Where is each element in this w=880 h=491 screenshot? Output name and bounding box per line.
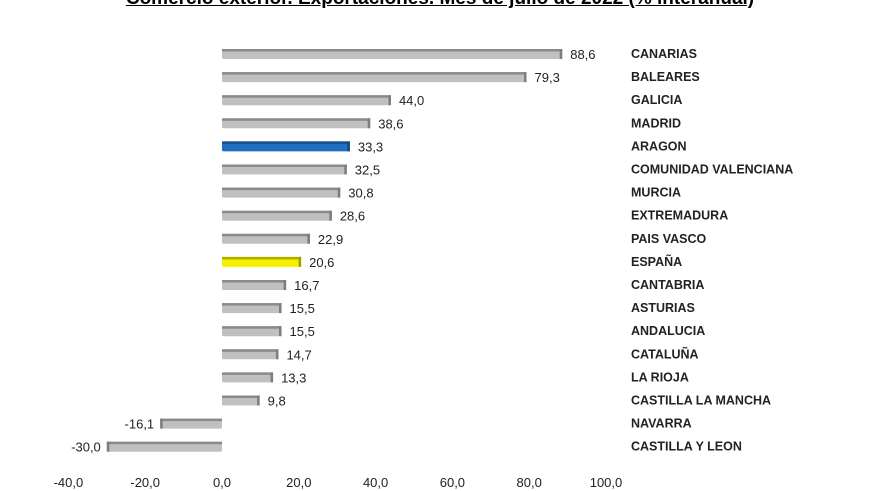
- data-label: 15,5: [290, 324, 315, 339]
- category-label: NAVARRA: [631, 417, 692, 431]
- data-label: 30,8: [348, 186, 373, 201]
- data-label: 14,7: [286, 347, 311, 362]
- category-label: CANTABRIA: [631, 278, 704, 292]
- bar-top-edge: [222, 210, 332, 214]
- bar-end-edge: [279, 326, 282, 337]
- bar-top-edge: [222, 141, 350, 144]
- data-label: 79,3: [535, 70, 560, 85]
- category-label: CANARIAS: [631, 47, 697, 61]
- bar-top-edge: [222, 72, 527, 75]
- x-tick-label: 60,0: [440, 475, 465, 490]
- bar-end-edge: [559, 49, 563, 59]
- bar-top-edge: [222, 280, 287, 283]
- category-label: EXTREMADURA: [631, 209, 728, 223]
- category-label: BALEARES: [631, 70, 700, 84]
- category-label: ESPAÑA: [631, 254, 682, 269]
- data-label: 88,6: [570, 47, 595, 62]
- data-label: 13,3: [281, 370, 306, 385]
- bar-top-edge: [222, 164, 347, 167]
- category-label: MURCIA: [631, 186, 681, 200]
- bar-top-edge: [222, 187, 341, 191]
- category-label: ASTURIAS: [631, 301, 695, 315]
- category-label: MADRID: [631, 116, 681, 130]
- data-label: 20,6: [309, 255, 334, 270]
- bar-end-edge: [347, 141, 350, 152]
- data-label: 38,6: [378, 116, 403, 131]
- data-label: 9,8: [268, 394, 286, 409]
- bar-top-edge: [160, 418, 222, 422]
- data-label: 16,7: [294, 278, 319, 293]
- bar-top-edge: [222, 326, 282, 329]
- category-label: CASTILLA LA MANCHA: [631, 394, 771, 408]
- data-label: 32,5: [355, 163, 380, 178]
- chart-title: Comercio exterior. Exportaciones. Mes de…: [0, 0, 880, 10]
- bar-end-edge: [307, 233, 310, 244]
- bar-end-edge: [367, 118, 371, 129]
- bar-top-edge: [222, 95, 391, 98]
- bar-end-edge: [279, 303, 282, 314]
- category-label: ARAGON: [631, 139, 687, 153]
- category-label: GALICIA: [631, 93, 682, 107]
- data-label: 15,5: [290, 301, 315, 316]
- bar-end-edge: [329, 210, 332, 221]
- bar-end-edge: [270, 372, 274, 383]
- bar-end-edge: [298, 256, 302, 267]
- data-label: 33,3: [358, 139, 383, 154]
- category-label: COMUNIDAD VALENCIANA: [631, 163, 793, 177]
- data-label: 22,9: [318, 232, 343, 247]
- x-tick-label: 100,0: [590, 475, 623, 490]
- data-label: 44,0: [399, 93, 424, 108]
- category-label: PAIS VASCO: [631, 232, 707, 246]
- bar-top-edge: [222, 395, 260, 398]
- bar-top-edge: [222, 256, 302, 260]
- bar-top-edge: [222, 372, 274, 375]
- bar-top-edge: [222, 233, 310, 237]
- x-tick-label: 20,0: [286, 475, 311, 490]
- x-tick-label: 80,0: [517, 475, 542, 490]
- x-tick-label: -20,0: [130, 475, 160, 490]
- data-label: -30,0: [71, 440, 101, 455]
- bar-end-edge: [337, 187, 341, 198]
- data-label: 28,6: [340, 209, 365, 224]
- x-tick-label: -40,0: [54, 475, 84, 490]
- bar-top-edge: [222, 118, 371, 121]
- bar-end-edge: [275, 349, 279, 360]
- bar-top-edge: [106, 441, 222, 445]
- bar-top-edge: [222, 349, 279, 352]
- bar-top-edge: [222, 49, 563, 52]
- x-tick-label: 40,0: [363, 475, 388, 490]
- bar-top-edge: [222, 303, 282, 306]
- category-label: CATALUÑA: [631, 346, 699, 361]
- data-label: -16,1: [125, 417, 155, 432]
- category-label: CASTILLA Y LEON: [631, 440, 742, 454]
- bar-end-edge: [160, 418, 163, 429]
- bar-end-edge: [524, 72, 527, 83]
- bar-end-edge: [106, 441, 110, 452]
- bar-end-edge: [283, 280, 287, 290]
- x-tick-label: 0,0: [213, 475, 231, 490]
- category-label: LA RIOJA: [631, 370, 689, 384]
- bar-end-edge: [388, 95, 391, 106]
- bar-end-edge: [344, 164, 347, 175]
- bar-end-edge: [257, 395, 260, 406]
- category-label: ANDALUCIA: [631, 324, 705, 338]
